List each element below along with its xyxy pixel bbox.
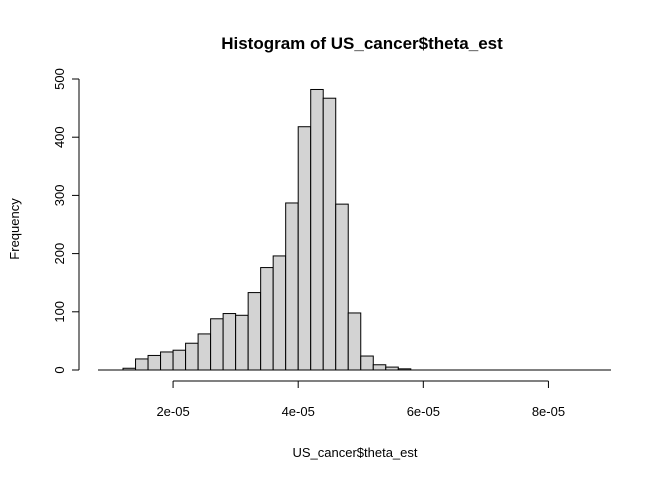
y-tick-label: 0 <box>52 366 67 373</box>
histogram-bar <box>372 364 387 371</box>
bars-group <box>98 88 611 371</box>
histogram-bar <box>197 333 212 371</box>
y-tick-label: 200 <box>52 243 67 265</box>
histogram-bar <box>272 255 287 371</box>
histogram-bar <box>222 313 237 371</box>
y-tick-label: 500 <box>52 68 67 90</box>
histogram-bar <box>247 292 262 371</box>
histogram-bar <box>335 203 349 371</box>
histogram-bar <box>285 202 299 371</box>
histogram-bar <box>310 88 324 371</box>
x-axis-label: US_cancer$theta_est <box>292 445 417 460</box>
x-tick-label: 4e-05 <box>282 404 315 419</box>
chart-title: Histogram of US_cancer$theta_est <box>221 34 503 53</box>
histogram-bar <box>135 358 149 371</box>
x-tick-label: 6e-05 <box>407 404 440 419</box>
histogram-bar <box>210 318 224 371</box>
histogram-bar <box>160 351 174 371</box>
y-tick-label: 300 <box>52 185 67 207</box>
histogram-bar <box>185 342 199 371</box>
histogram-bar <box>172 349 187 371</box>
histogram-bar <box>235 314 249 371</box>
histogram-bar <box>147 354 162 371</box>
x-axis: 2e-05 4e-05 6e-05 8e-05 <box>156 380 565 419</box>
histogram-bar <box>297 126 312 371</box>
y-tick-label: 100 <box>52 301 67 323</box>
histogram-bar <box>360 355 374 371</box>
y-axis-label: Frequency <box>7 198 22 260</box>
x-tick-label: 8e-05 <box>532 404 565 419</box>
y-tick-label: 400 <box>52 126 67 148</box>
histogram-bar <box>260 267 274 371</box>
histogram-bar <box>322 97 337 371</box>
histogram-bar <box>347 312 362 371</box>
x-tick-label: 2e-05 <box>156 404 189 419</box>
y-axis: 0 100 200 300 400 500 <box>52 68 80 374</box>
